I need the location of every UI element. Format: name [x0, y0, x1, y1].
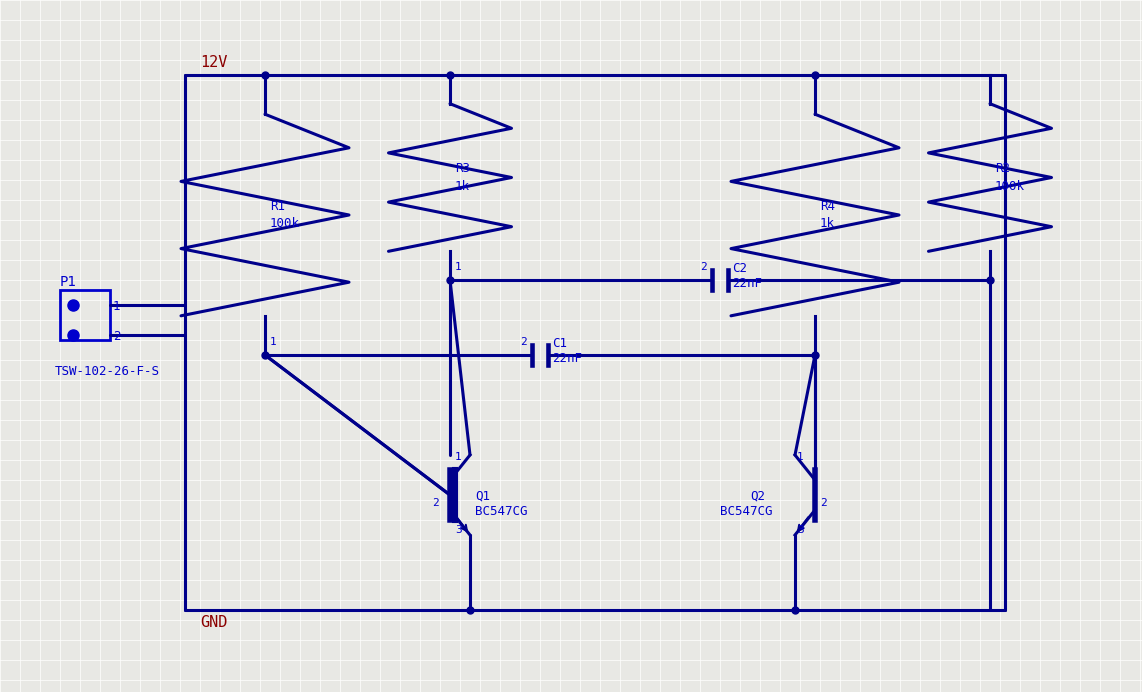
Text: 1: 1 — [455, 452, 461, 462]
Text: R2: R2 — [995, 163, 1010, 176]
Text: 1: 1 — [113, 300, 121, 313]
Text: C2: C2 — [732, 262, 747, 275]
Bar — [61, 290, 110, 340]
Text: 3: 3 — [797, 525, 804, 535]
Text: 22nF: 22nF — [732, 277, 762, 290]
Text: 2: 2 — [520, 337, 526, 347]
Text: 2: 2 — [700, 262, 707, 272]
Text: 3: 3 — [455, 525, 461, 535]
Text: 100k: 100k — [270, 217, 300, 230]
Text: BC547CG: BC547CG — [719, 505, 772, 518]
Text: 1: 1 — [797, 452, 804, 462]
Text: Q1: Q1 — [475, 490, 490, 503]
Text: 1k: 1k — [820, 217, 835, 230]
Text: P1: P1 — [61, 275, 77, 289]
Text: TSW-102-26-F-S: TSW-102-26-F-S — [55, 365, 160, 378]
Text: 2: 2 — [113, 330, 121, 343]
Text: 1k: 1k — [455, 179, 471, 192]
Text: 12V: 12V — [200, 55, 227, 70]
Text: 2: 2 — [820, 498, 827, 508]
Text: R3: R3 — [455, 163, 471, 176]
Text: 100k: 100k — [995, 179, 1026, 192]
Text: R4: R4 — [820, 200, 835, 213]
Text: R1: R1 — [270, 200, 286, 213]
Text: 1: 1 — [455, 262, 461, 272]
Text: Q2: Q2 — [750, 490, 765, 503]
Text: GND: GND — [200, 615, 227, 630]
Text: C1: C1 — [552, 337, 566, 350]
Text: BC547CG: BC547CG — [475, 505, 528, 518]
Text: 2: 2 — [432, 498, 439, 508]
Text: 1: 1 — [270, 337, 276, 347]
Text: 22nF: 22nF — [552, 352, 582, 365]
